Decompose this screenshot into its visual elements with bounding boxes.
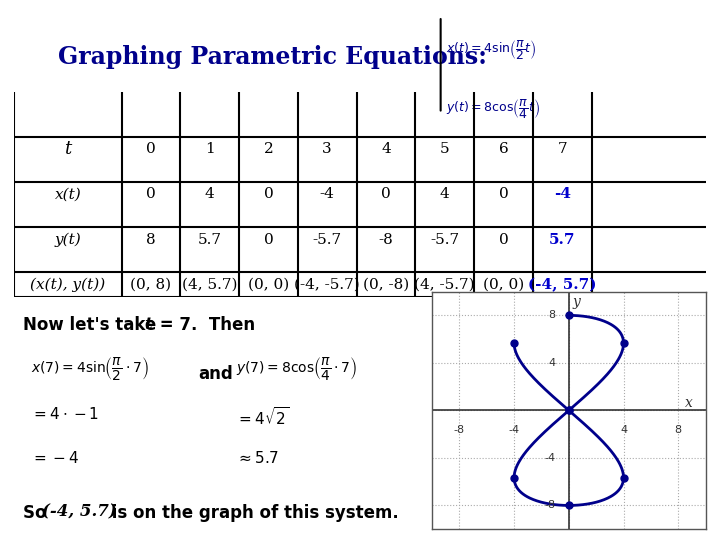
- Text: (-4, 5.7): (-4, 5.7): [42, 503, 117, 521]
- Text: $= -4$: $= -4$: [31, 450, 79, 466]
- Text: $y(t) = 8\cos\!\left(\dfrac{\pi}{4}t\right)$: $y(t) = 8\cos\!\left(\dfrac{\pi}{4}t\rig…: [446, 97, 540, 121]
- Text: 0: 0: [146, 187, 156, 201]
- Text: y: y: [573, 295, 581, 309]
- Text: -4: -4: [508, 424, 520, 435]
- Text: 8: 8: [146, 233, 156, 247]
- Text: x(t): x(t): [55, 187, 81, 201]
- Text: -8: -8: [454, 424, 465, 435]
- Text: x: x: [685, 396, 693, 410]
- Text: y(t): y(t): [55, 232, 81, 247]
- Text: (0, -8): (0, -8): [363, 278, 409, 292]
- Text: -5.7: -5.7: [312, 233, 342, 247]
- Text: 4: 4: [381, 142, 391, 156]
- Text: $x(7) = 4\sin\!\left(\dfrac{\pi}{2}\cdot 7\right)$: $x(7) = 4\sin\!\left(\dfrac{\pi}{2}\cdot…: [31, 355, 149, 382]
- Text: (0, 8): (0, 8): [130, 278, 171, 292]
- Text: $= 4 \cdot -1$: $= 4 \cdot -1$: [31, 406, 99, 422]
- Text: (x(t), y(t)): (x(t), y(t)): [30, 278, 106, 292]
- Text: -5.7: -5.7: [430, 233, 459, 247]
- Text: (4, -5.7): (4, -5.7): [414, 278, 475, 292]
- Text: Graphing Parametric Equations:: Graphing Parametric Equations:: [58, 45, 487, 69]
- Text: (0, 0): (0, 0): [483, 278, 524, 292]
- Text: is on the graph of this system.: is on the graph of this system.: [107, 503, 399, 522]
- Text: 8: 8: [548, 310, 555, 320]
- Text: 4: 4: [204, 187, 215, 201]
- Text: 3: 3: [323, 142, 332, 156]
- Text: (-4, -5.7): (-4, -5.7): [294, 278, 360, 292]
- Text: Now let's take: Now let's take: [23, 316, 162, 334]
- Text: t: t: [144, 316, 151, 333]
- Text: 4: 4: [440, 187, 449, 201]
- Text: 0: 0: [264, 187, 274, 201]
- Text: 5.7: 5.7: [198, 233, 222, 247]
- Text: and: and: [198, 365, 233, 383]
- Text: 0: 0: [498, 187, 508, 201]
- Text: So: So: [23, 503, 52, 522]
- Text: 4: 4: [548, 358, 555, 368]
- Text: -4: -4: [554, 187, 571, 201]
- Text: $x(t) = 4\sin\!\left(\dfrac{\pi}{2}t\right)$: $x(t) = 4\sin\!\left(\dfrac{\pi}{2}t\rig…: [446, 38, 537, 62]
- Text: 0: 0: [381, 187, 391, 201]
- Text: 4: 4: [620, 424, 627, 435]
- Text: 5: 5: [440, 142, 449, 156]
- Text: 5.7: 5.7: [549, 233, 575, 247]
- Text: -8: -8: [544, 501, 555, 510]
- Text: 6: 6: [498, 142, 508, 156]
- Text: t: t: [64, 140, 71, 158]
- Text: -4: -4: [320, 187, 335, 201]
- Text: $= 4\sqrt{2}$: $= 4\sqrt{2}$: [235, 406, 289, 428]
- Text: (0, 0): (0, 0): [248, 278, 289, 292]
- Text: (4, 5.7): (4, 5.7): [182, 278, 238, 292]
- Text: 0: 0: [264, 233, 274, 247]
- Text: (-4, 5.7): (-4, 5.7): [528, 278, 596, 292]
- Text: -8: -8: [379, 233, 393, 247]
- Text: $\approx 5.7$: $\approx 5.7$: [235, 450, 278, 466]
- Text: 2: 2: [264, 142, 274, 156]
- Text: = 7.  Then: = 7. Then: [154, 316, 256, 334]
- Text: 1: 1: [204, 142, 215, 156]
- Text: -4: -4: [544, 453, 555, 463]
- Text: 7: 7: [557, 142, 567, 156]
- Text: $y(7) = 8\cos\!\left(\dfrac{\pi}{4}\cdot 7\right)$: $y(7) = 8\cos\!\left(\dfrac{\pi}{4}\cdot…: [235, 355, 357, 382]
- Text: 0: 0: [498, 233, 508, 247]
- Text: 0: 0: [146, 142, 156, 156]
- Text: 8: 8: [675, 424, 682, 435]
